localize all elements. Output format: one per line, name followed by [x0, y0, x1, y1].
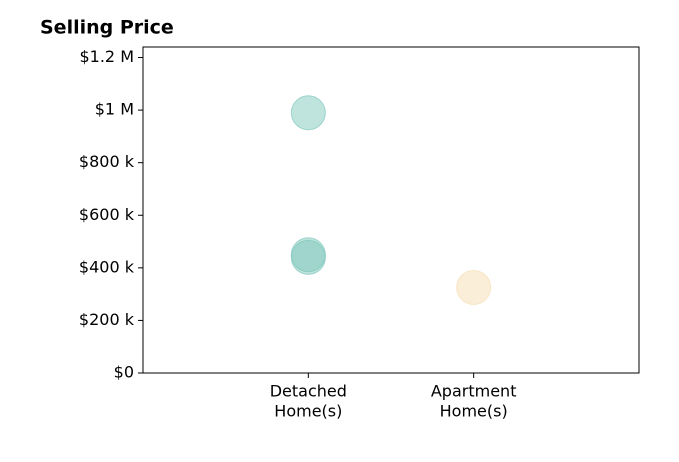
- x-tick-label: Apartment: [431, 382, 517, 401]
- y-tick-label: $0: [114, 363, 134, 382]
- y-tick-label: $1 M: [95, 100, 134, 119]
- x-tick-label: Detached: [270, 382, 347, 401]
- chart-title: Selling Price: [40, 17, 174, 39]
- y-tick-label: $600 k: [79, 205, 135, 224]
- plot-frame: [142, 46, 640, 374]
- point: [290, 239, 326, 275]
- point: [456, 270, 492, 306]
- y-tick-label: $800 k: [79, 152, 135, 171]
- x-tick-label: Home(s): [440, 402, 508, 421]
- y-tick-label: $200 k: [79, 310, 135, 329]
- y-tick-label: $1.2 M: [79, 47, 134, 66]
- x-tick-label: Home(s): [274, 402, 342, 421]
- y-tick-label: $400 k: [79, 257, 135, 276]
- point: [290, 95, 326, 131]
